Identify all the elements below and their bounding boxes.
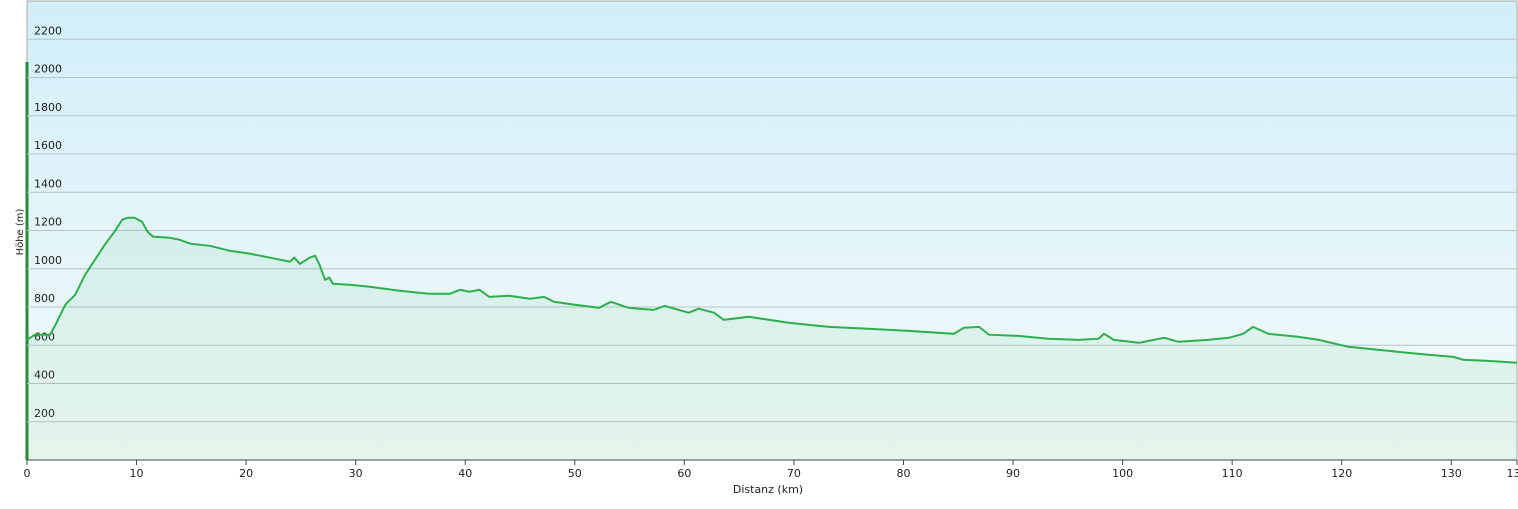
x-tick-label: 70: [787, 467, 801, 480]
y-tick-label: 2000: [34, 63, 62, 76]
y-axis-title: Höhe (m): [15, 208, 26, 255]
x-tick-label: 10: [130, 467, 144, 480]
y-tick-label: 1800: [34, 101, 62, 114]
y-tick-label: 1000: [34, 254, 62, 267]
x-tick-label: 90: [1006, 467, 1020, 480]
x-tick-label: 30: [349, 467, 363, 480]
x-axis-title: Distanz (km): [733, 483, 803, 496]
y-tick-label: 800: [34, 292, 55, 305]
y-tick-label: 1200: [34, 216, 62, 229]
x-tick-label: 120: [1331, 467, 1352, 480]
x-tick-label: 80: [896, 467, 910, 480]
y-tick-label: 1400: [34, 177, 62, 190]
y-tick-label: 2200: [34, 24, 62, 37]
x-tick-label: 20: [239, 467, 253, 480]
y-tick-label: 1600: [34, 139, 62, 152]
x-tick-label: 130: [1441, 467, 1462, 480]
x-tick-label: 40: [458, 467, 472, 480]
x-tick-label: 60: [677, 467, 691, 480]
x-tick-label: 110: [1222, 467, 1243, 480]
x-tick-label: 50: [568, 467, 582, 480]
x-tick-label: 100: [1112, 467, 1133, 480]
x-tick-label: 0: [24, 467, 31, 480]
x-tick-label: 136: [1507, 467, 1518, 480]
